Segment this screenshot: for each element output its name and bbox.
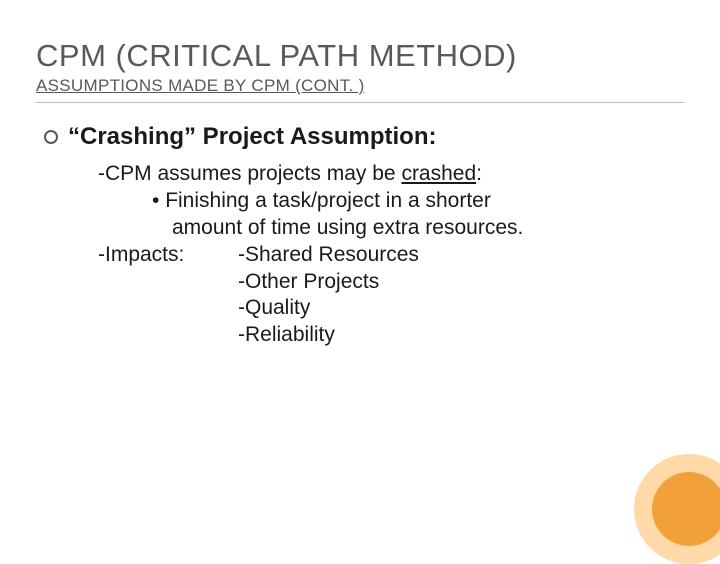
heading-quoted: “Crashing” bbox=[68, 123, 196, 150]
ring-bullet-icon bbox=[44, 130, 58, 144]
list-item: -Quality bbox=[238, 295, 419, 322]
heading-rest: Project Assumption: bbox=[196, 123, 436, 150]
bullet-heading-row: “Crashing” Project Assumption: bbox=[44, 123, 684, 151]
crash-line-post: : bbox=[476, 162, 482, 185]
list-item: -Other Projects bbox=[238, 269, 419, 296]
crash-line-underlined: crashed bbox=[401, 162, 476, 185]
sub-bullet-line1: • Finishing a task/project in a shorter bbox=[44, 188, 684, 215]
title-divider bbox=[36, 102, 684, 103]
bullet-dot-icon: • bbox=[152, 189, 165, 212]
crash-line: -CPM assumes projects may be crashed: bbox=[44, 161, 684, 188]
crash-line-pre: -CPM assumes projects may be bbox=[98, 162, 401, 185]
section-heading: “Crashing” Project Assumption: bbox=[68, 123, 436, 151]
list-item: -Reliability bbox=[238, 322, 419, 349]
slide: CPM (CRITICAL PATH METHOD) ASSUMPTIONS M… bbox=[0, 0, 720, 540]
slide-title: CPM (CRITICAL PATH METHOD) bbox=[36, 38, 684, 74]
impacts-list: -Shared Resources -Other Projects -Quali… bbox=[238, 242, 419, 350]
impacts-label: -Impacts: bbox=[98, 242, 238, 350]
list-item: -Shared Resources bbox=[238, 242, 419, 269]
sub-bullet-text1: Finishing a task/project in a shorter bbox=[165, 189, 491, 212]
sub-bullet-line2: amount of time using extra resources. bbox=[44, 215, 684, 242]
corner-circle-decoration bbox=[634, 454, 720, 564]
impacts-row: -Impacts: -Shared Resources -Other Proje… bbox=[44, 242, 684, 350]
slide-subtitle: ASSUMPTIONS MADE BY CPM (CONT. ) bbox=[36, 76, 684, 96]
content-area: “Crashing” Project Assumption: -CPM assu… bbox=[36, 123, 684, 349]
circle-inner-icon bbox=[652, 472, 720, 546]
